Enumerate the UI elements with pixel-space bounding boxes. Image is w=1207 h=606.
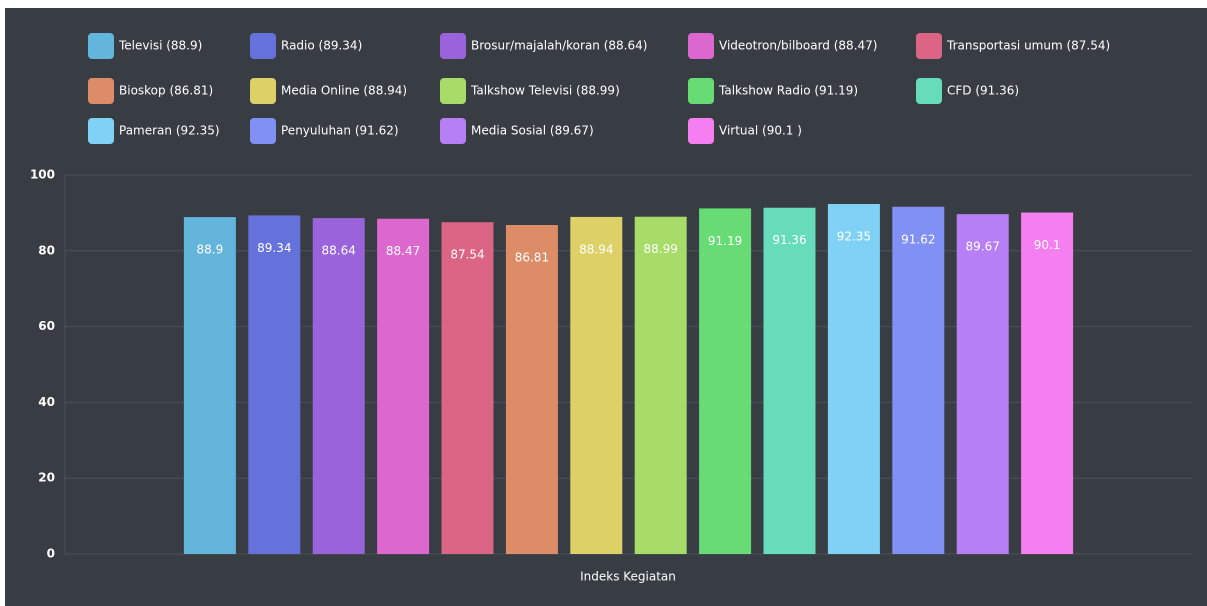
bar <box>699 208 752 554</box>
legend-swatch <box>916 33 942 59</box>
data-label: 88.64 <box>322 244 356 258</box>
bar <box>248 215 301 554</box>
legend-swatch <box>88 33 114 59</box>
legend-label: Brosur/majalah/koran (88.64) <box>471 39 647 53</box>
data-label: 88.9 <box>197 243 224 257</box>
bar <box>570 216 623 554</box>
data-label: 89.67 <box>966 240 1000 254</box>
data-label: 88.94 <box>579 242 613 256</box>
legend-swatch <box>688 33 714 59</box>
legend-label: Transportasi umum (87.54) <box>946 39 1110 53</box>
legend-swatch <box>688 118 714 144</box>
legend-swatch <box>88 118 114 144</box>
legend-label: Televisi (88.9) <box>118 39 202 53</box>
legend-swatch <box>440 33 466 59</box>
data-label: 87.54 <box>450 248 484 262</box>
data-label: 91.62 <box>901 232 935 246</box>
legend-label: Bioskop (86.81) <box>119 84 213 98</box>
bar <box>312 218 365 555</box>
legend-label: CFD (91.36) <box>947 84 1019 98</box>
bar <box>377 218 430 554</box>
y-tick-label: 80 <box>38 243 55 257</box>
legend-label: Pameran (92.35) <box>119 124 220 138</box>
legend-label: Talkshow Televisi (88.99) <box>470 84 620 98</box>
data-label: 92.35 <box>837 229 871 243</box>
data-label: 90.1 <box>1034 238 1061 252</box>
legend-swatch <box>688 78 714 104</box>
legend-label: Talkshow Radio (91.19) <box>718 84 858 98</box>
bar <box>956 214 1009 554</box>
legend-label: Penyuluhan (91.62) <box>281 124 399 138</box>
bar <box>183 217 236 554</box>
data-label: 91.36 <box>772 233 806 247</box>
data-label: 86.81 <box>515 250 549 264</box>
bar <box>634 216 687 554</box>
bar <box>892 206 945 554</box>
y-tick-label: 100 <box>30 168 55 182</box>
legend-label: Videotron/bilboard (88.47) <box>719 39 877 53</box>
data-label: 88.47 <box>386 244 420 258</box>
legend-label: Virtual (90.1 ) <box>719 124 802 138</box>
data-label: 89.34 <box>257 241 291 255</box>
y-tick-label: 40 <box>38 395 55 409</box>
legend-label: Media Sosial (89.67) <box>471 124 594 138</box>
bar <box>763 207 816 554</box>
bar <box>827 203 880 554</box>
legend-swatch <box>440 118 466 144</box>
legend-swatch <box>88 78 114 104</box>
data-label: 91.19 <box>708 234 742 248</box>
legend-swatch <box>440 78 466 104</box>
y-tick-label: 20 <box>38 471 55 485</box>
legend-swatch <box>916 78 942 104</box>
legend-label: Radio (89.34) <box>281 39 362 53</box>
x-tick-label: Indeks Kegiatan <box>580 570 676 584</box>
bar <box>505 224 558 554</box>
legend-label: Media Online (88.94) <box>281 84 407 98</box>
legend-swatch <box>250 118 276 144</box>
y-tick-label: 60 <box>38 319 55 333</box>
y-tick-label: 0 <box>47 547 55 561</box>
data-label: 88.99 <box>644 242 678 256</box>
bar <box>1021 212 1074 554</box>
legend-swatch <box>250 33 276 59</box>
legend-swatch <box>250 78 276 104</box>
bar <box>441 222 494 555</box>
